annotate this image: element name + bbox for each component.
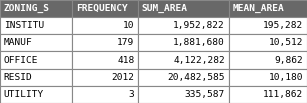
- Bar: [0, 86, 72, 103]
- Bar: [0, 17, 72, 34]
- Text: 9,862: 9,862: [274, 56, 303, 65]
- Text: 10,180: 10,180: [269, 73, 303, 82]
- Text: 3: 3: [129, 90, 134, 99]
- Bar: [229, 0, 307, 17]
- Text: FREQUENCY: FREQUENCY: [76, 4, 128, 13]
- Bar: [138, 52, 229, 69]
- Bar: [0, 34, 72, 52]
- Bar: [0, 69, 72, 86]
- Text: 111,862: 111,862: [263, 90, 303, 99]
- Bar: [138, 69, 229, 86]
- Text: 2012: 2012: [111, 73, 134, 82]
- Bar: [0, 0, 72, 17]
- Bar: [72, 17, 138, 34]
- Text: MEAN_AREA: MEAN_AREA: [232, 4, 284, 13]
- Text: MANUF: MANUF: [4, 38, 33, 47]
- Bar: [138, 17, 229, 34]
- Text: 335,587: 335,587: [185, 90, 225, 99]
- Text: OFFICE: OFFICE: [4, 56, 38, 65]
- Bar: [229, 69, 307, 86]
- Bar: [72, 34, 138, 52]
- Text: 20,482,585: 20,482,585: [168, 73, 225, 82]
- Text: 10: 10: [123, 21, 134, 30]
- Text: SUM_AREA: SUM_AREA: [142, 4, 188, 13]
- Bar: [138, 34, 229, 52]
- Text: 1,952,822: 1,952,822: [173, 21, 225, 30]
- Bar: [72, 86, 138, 103]
- Bar: [72, 0, 138, 17]
- Bar: [229, 34, 307, 52]
- Bar: [138, 86, 229, 103]
- Bar: [0, 52, 72, 69]
- Text: 1,881,680: 1,881,680: [173, 38, 225, 47]
- Text: 4,122,282: 4,122,282: [173, 56, 225, 65]
- Text: 10,512: 10,512: [269, 38, 303, 47]
- Text: 195,282: 195,282: [263, 21, 303, 30]
- Text: UTILITY: UTILITY: [4, 90, 44, 99]
- Bar: [72, 69, 138, 86]
- Bar: [229, 52, 307, 69]
- Text: RESID: RESID: [4, 73, 33, 82]
- Bar: [229, 17, 307, 34]
- Bar: [72, 52, 138, 69]
- Bar: [229, 86, 307, 103]
- Text: 179: 179: [117, 38, 134, 47]
- Text: INSTITU: INSTITU: [4, 21, 44, 30]
- Bar: [138, 0, 229, 17]
- Text: 418: 418: [117, 56, 134, 65]
- Text: ZONING_S: ZONING_S: [4, 4, 50, 13]
